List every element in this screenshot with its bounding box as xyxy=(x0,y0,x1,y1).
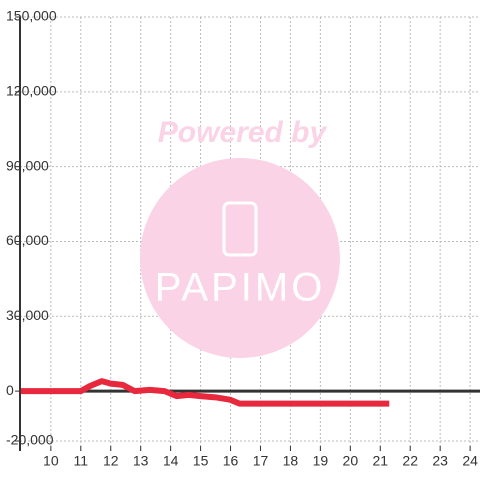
x-tick-label: 11 xyxy=(74,453,89,469)
watermark-circle xyxy=(140,158,340,358)
x-tick-label: 23 xyxy=(432,453,448,469)
watermark-text: PAPIMO xyxy=(155,266,326,310)
x-tick-label: 22 xyxy=(402,453,418,469)
x-tick-label: 13 xyxy=(133,453,149,469)
x-tick-label: 15 xyxy=(193,453,209,469)
y-tick-label: 150,000 xyxy=(6,8,57,24)
x-tick-label: 20 xyxy=(343,453,359,469)
y-tick-label: 90,000 xyxy=(6,157,49,173)
x-tick-label: 21 xyxy=(372,453,388,469)
x-tick-label: 10 xyxy=(43,453,59,469)
y-tick-label: -20,000 xyxy=(6,432,54,448)
x-tick-label: 16 xyxy=(223,453,239,469)
watermark-text: Powered by xyxy=(158,116,328,149)
x-tick-label: 19 xyxy=(313,453,329,469)
data-line xyxy=(20,378,390,407)
x-tick-label: 17 xyxy=(253,453,269,469)
x-tick-label: 14 xyxy=(163,453,179,469)
y-tick-label: 120,000 xyxy=(6,83,57,99)
x-tick-label: 12 xyxy=(103,453,119,469)
y-tick-label: 60,000 xyxy=(6,232,49,248)
x-tick-label: 24 xyxy=(462,453,478,469)
y-tick-label: 30,000 xyxy=(6,307,49,323)
x-tick-label: 18 xyxy=(283,453,299,469)
watermark-icon xyxy=(222,201,258,257)
y-tick-label: 0 xyxy=(6,382,14,398)
